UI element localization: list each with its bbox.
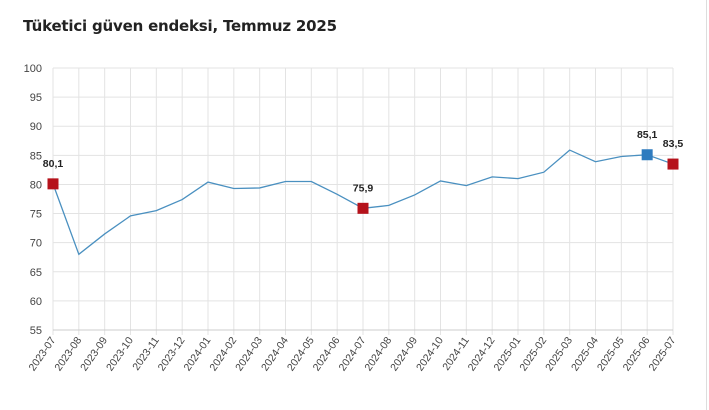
data-point bbox=[465, 184, 468, 187]
data-point bbox=[439, 179, 442, 182]
data-label: 83,5 bbox=[663, 138, 684, 150]
data-point bbox=[568, 149, 571, 152]
y-tick-label: 100 bbox=[24, 63, 42, 75]
highlight-marker bbox=[357, 202, 369, 214]
y-tick-label: 60 bbox=[30, 296, 42, 308]
data-point bbox=[207, 181, 210, 184]
data-point bbox=[232, 187, 235, 190]
highlight-marker bbox=[667, 158, 679, 170]
data-point bbox=[181, 198, 184, 201]
data-point bbox=[77, 253, 80, 256]
y-tick-label: 90 bbox=[30, 121, 42, 133]
data-point bbox=[594, 160, 597, 163]
y-tick-label: 55 bbox=[30, 325, 42, 337]
data-point bbox=[517, 177, 520, 180]
data-label: 80,1 bbox=[43, 158, 64, 170]
data-point bbox=[620, 155, 623, 158]
chart-title: Tüketici güven endeksi, Temmuz 2025 bbox=[23, 17, 337, 35]
y-tick-label: 70 bbox=[30, 238, 42, 250]
highlight-marker bbox=[47, 178, 59, 190]
data-point bbox=[542, 171, 545, 174]
y-tick-label: 65 bbox=[30, 267, 42, 279]
data-point bbox=[413, 193, 416, 196]
right-border bbox=[706, 0, 707, 410]
data-point bbox=[129, 214, 132, 217]
data-label: 75,9 bbox=[353, 182, 374, 194]
data-point bbox=[155, 209, 158, 212]
y-tick-label: 75 bbox=[30, 209, 42, 221]
y-tick-label: 80 bbox=[30, 179, 42, 191]
data-point bbox=[491, 175, 494, 178]
y-tick-label: 85 bbox=[30, 150, 42, 162]
data-point bbox=[387, 204, 390, 207]
data-point bbox=[258, 186, 261, 189]
data-point bbox=[284, 180, 287, 183]
highlight-marker bbox=[641, 149, 653, 161]
y-tick-label: 95 bbox=[30, 92, 42, 104]
data-label: 85,1 bbox=[637, 129, 658, 141]
data-point bbox=[103, 232, 106, 235]
x-tick-label: 2025-07 bbox=[647, 335, 679, 374]
data-point bbox=[336, 193, 339, 196]
data-point bbox=[310, 180, 313, 183]
